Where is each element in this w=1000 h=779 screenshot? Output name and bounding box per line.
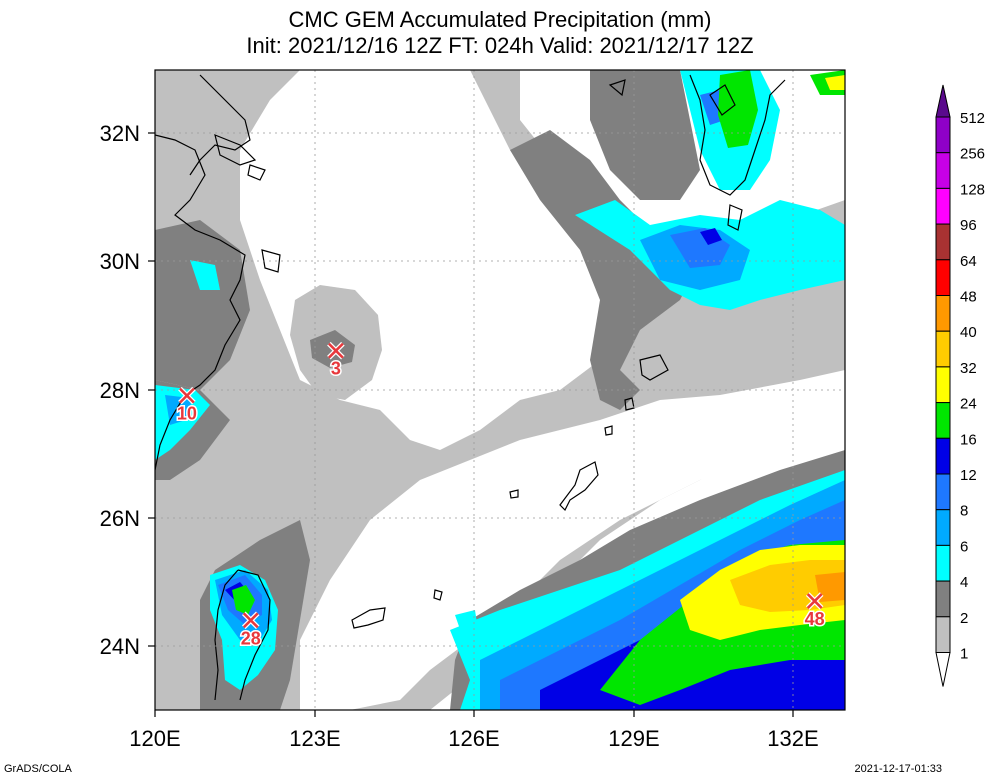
lat-label: 32N [100,121,140,146]
lat-label: 30N [100,249,140,274]
lat-label: 24N [100,634,140,659]
max-markers: 10 3 28 48 [175,341,826,650]
colorbar-swatch [935,295,951,332]
marker-value: 10 [177,404,197,424]
colorbar-swatch [935,330,951,368]
colorbar-label: 16 [960,431,977,448]
colorbar-label: 2 [960,610,968,627]
colorbar-swatch [935,437,951,475]
colorbar-label: 48 [960,289,977,306]
colorbar-swatch [935,152,951,189]
colorbar-swatch [935,223,951,261]
colorbar-label: 32 [960,360,977,377]
marker-x [242,612,259,629]
colorbar-swatch [935,509,951,546]
colorbar-label: 24 [960,396,977,413]
marker-value: 28 [241,628,261,648]
max-marker: 48 [803,592,826,631]
colorbar-label: 40 [960,324,977,341]
max-marker: 10 [175,386,198,425]
marker-value: 3 [331,359,341,379]
precip-region-dark [510,130,700,410]
colorbar-swatch [935,366,951,404]
colorbar-swatch [935,580,951,618]
axis-ticks [148,132,794,717]
max-marker: 3 [327,341,345,380]
lon-label: 126E [448,726,499,751]
colorbar-swatch [935,402,951,439]
colorbar-swatch [935,616,951,653]
footer-credit: GrADS/COLA [4,763,72,775]
max-marker: 28 [239,611,262,650]
colorbar-label: 4 [960,574,968,591]
lon-label: 123E [289,726,340,751]
lon-label: 132E [767,726,818,751]
colorbar-label: 12 [960,467,977,484]
colorbar-extend-bottom [935,652,951,687]
colorbar-swatch [935,116,951,154]
colorbar-label: 64 [960,253,977,270]
colorbar-swatch [935,473,951,511]
colorbar-label: 96 [960,217,977,234]
colorbar-swatch [935,544,951,582]
colorbar-label: 1 [960,646,968,663]
lon-label: 120E [129,726,180,751]
colorbar-label: 256 [960,146,985,163]
marker-x [327,342,344,359]
lon-label: 129E [608,726,659,751]
colorbar-label: 512 [960,110,985,127]
lat-label: 26N [100,506,140,531]
marker-x [806,593,823,609]
colorbar-extend-top [935,84,951,118]
graticule [155,70,845,710]
marker-x [179,387,195,404]
precip-region-green [718,70,758,148]
lat-label: 28N [100,378,140,403]
map-subtitle: Init: 2021/12/16 12Z FT: 024h Valid: 202… [246,33,754,58]
marker-value: 48 [805,609,825,629]
colorbar-swatch [935,259,951,296]
footer-timestamp: 2021-12-17-01:33 [854,763,942,775]
colorbar-label: 8 [960,503,968,520]
map-title: CMC GEM Accumulated Precipitation (mm) [288,7,712,32]
precipitation-field [155,70,845,710]
colorbar-label: 6 [960,538,968,555]
colorbar-label: 128 [960,181,985,198]
colorbar-swatch [935,187,951,225]
